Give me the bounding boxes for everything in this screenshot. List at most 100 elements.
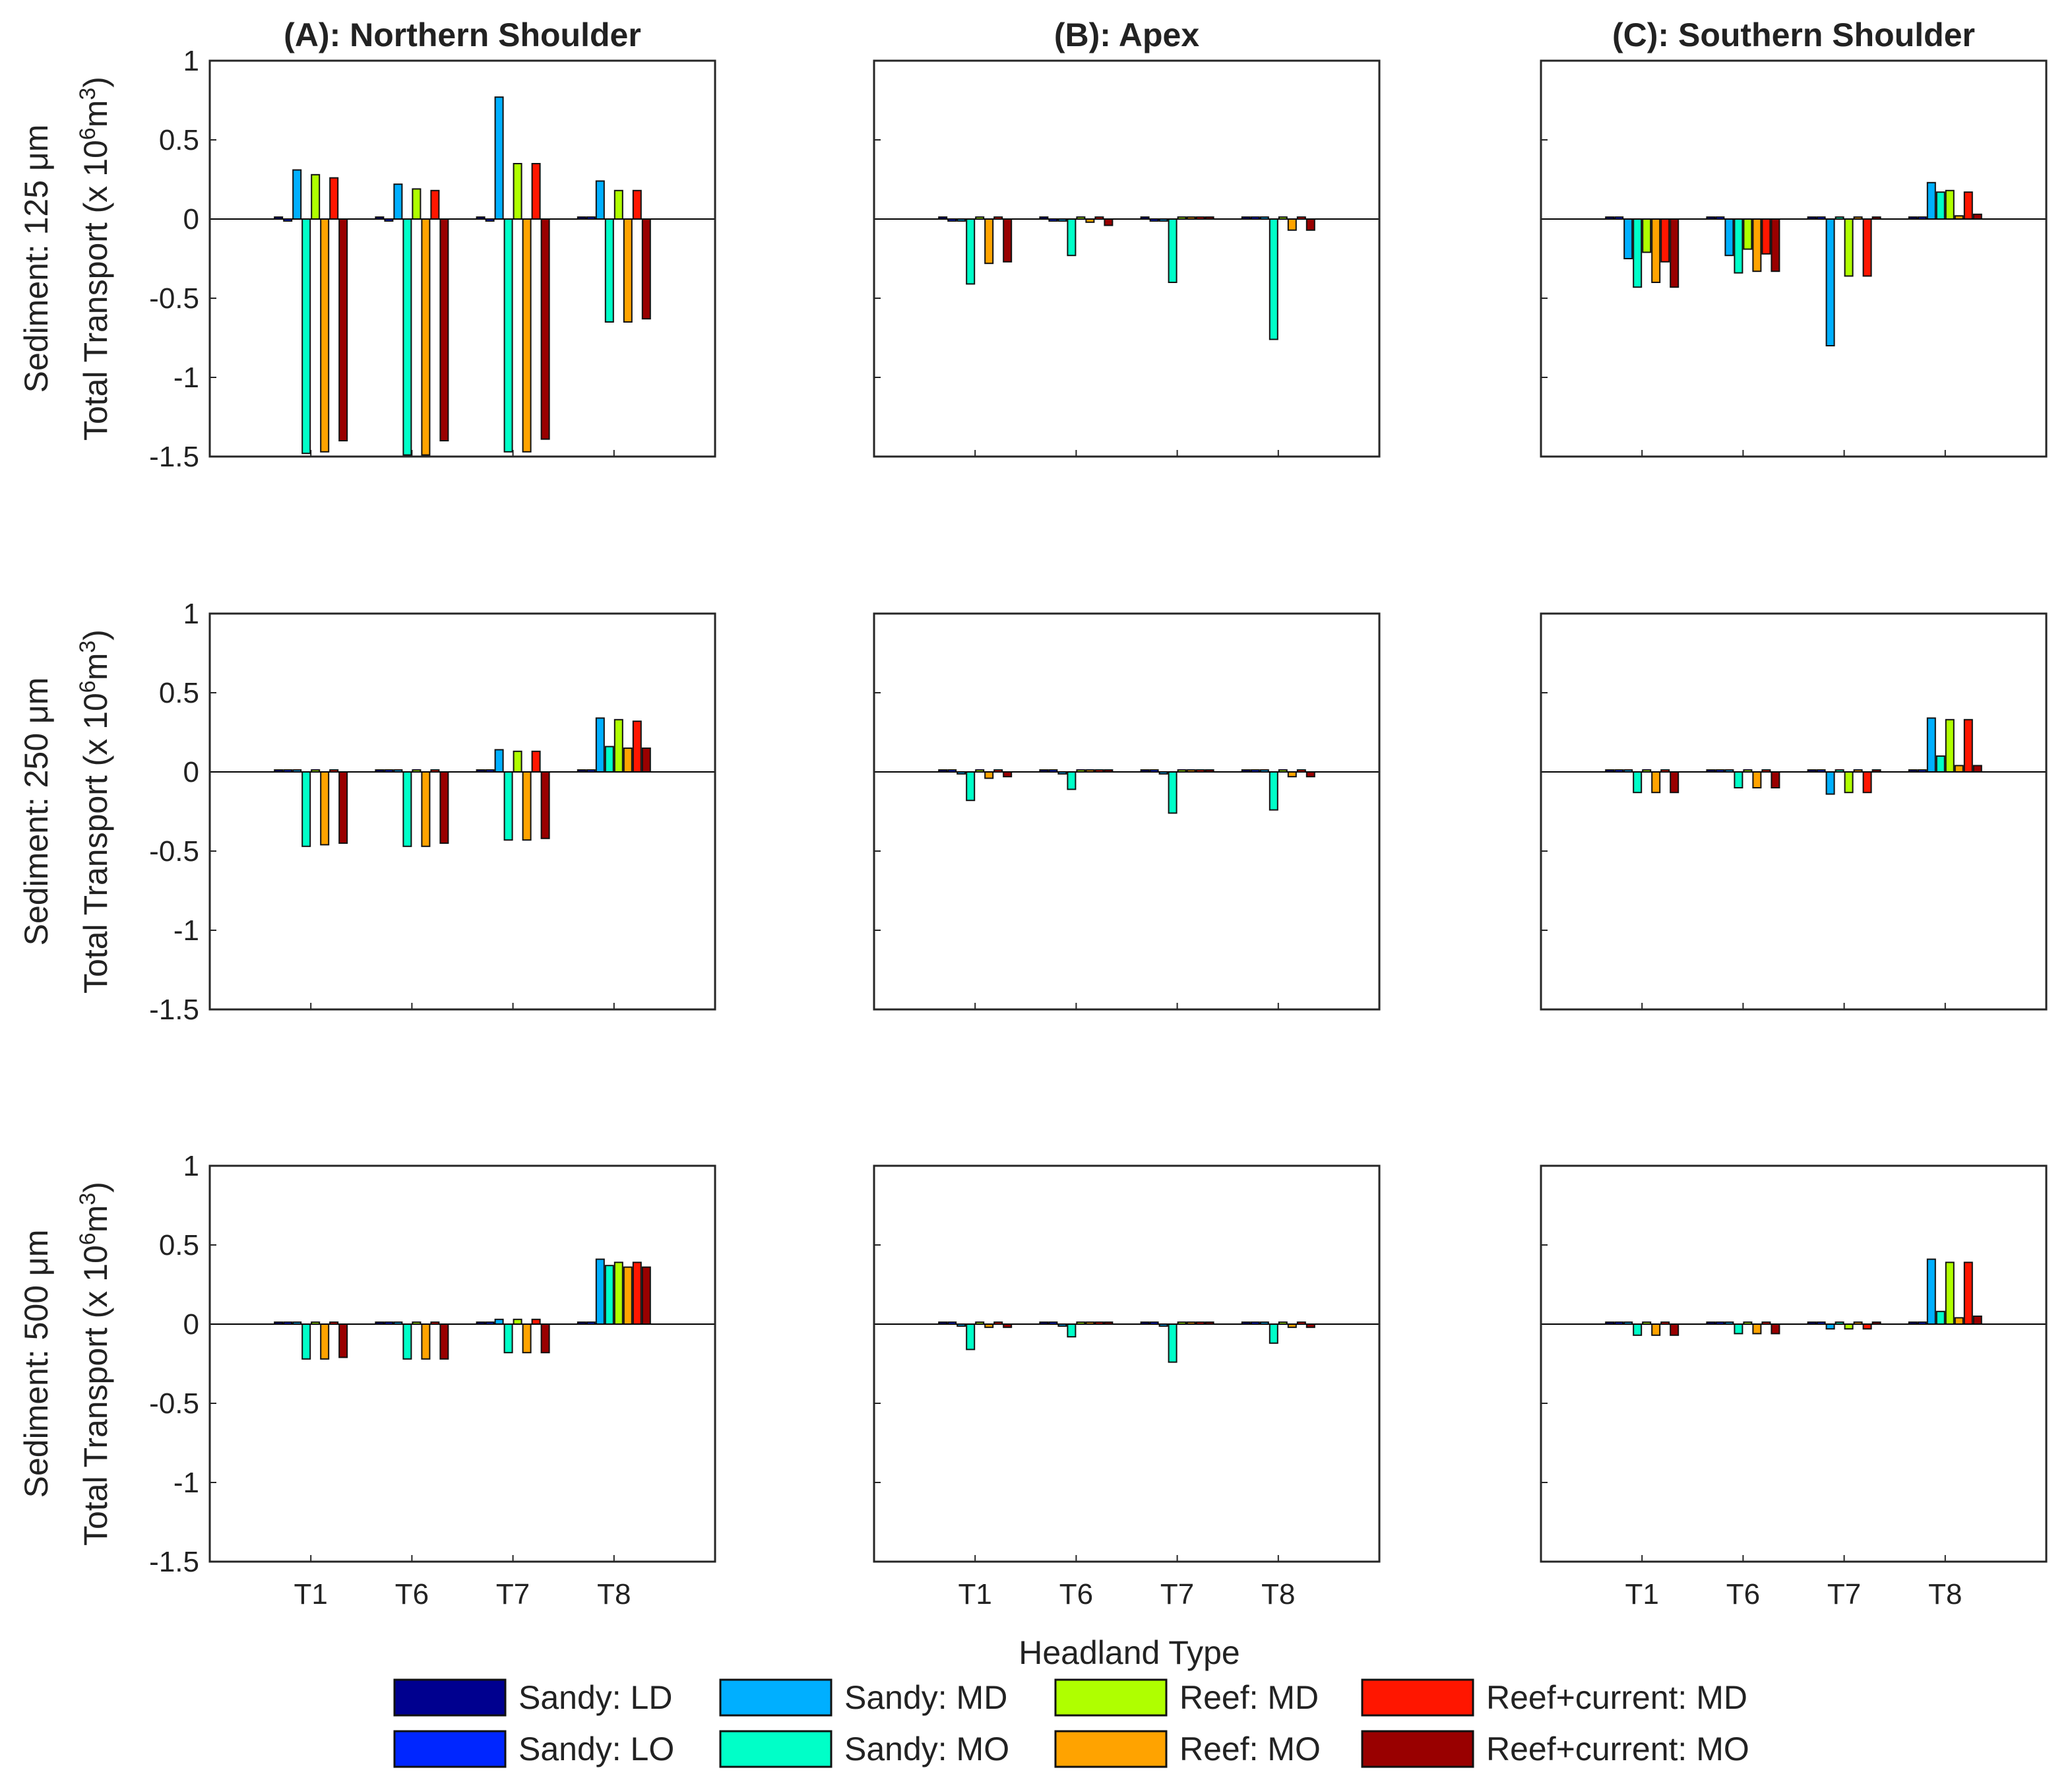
bar-T8-sandy-md bbox=[595, 717, 605, 773]
x-tick-label: T1 bbox=[1625, 1578, 1659, 1610]
legend-swatch bbox=[393, 1730, 507, 1768]
bar-T6-reef-mo bbox=[1752, 1323, 1762, 1335]
y-label-unit: m bbox=[77, 1205, 114, 1233]
bar-T8-sandy-md bbox=[1926, 181, 1936, 220]
bar-T8-sandy-mo bbox=[1269, 771, 1278, 811]
panel-r1-c2 bbox=[1540, 612, 2048, 1011]
bar-T8-sandy-mo bbox=[604, 1265, 614, 1325]
bar-T1-reef-md bbox=[1642, 218, 1652, 253]
bar-T7-reef-md bbox=[1844, 771, 1854, 794]
y-tick-label: 1 bbox=[183, 45, 199, 77]
axes-frame bbox=[873, 1164, 1381, 1563]
bar-T8-sandy-mo bbox=[1269, 1323, 1278, 1344]
y-label-sup: 3 bbox=[75, 88, 100, 100]
x-tick-label: T1 bbox=[294, 1578, 328, 1610]
bar-T6-reef-current-mo bbox=[1771, 771, 1780, 788]
panel-title: (B): Apex bbox=[1054, 16, 1200, 53]
legend-swatch bbox=[393, 1678, 507, 1717]
bar-T1-reef-current-md bbox=[1660, 218, 1670, 263]
panel-r2-c0: 1 0.5 0 -0.5 -1 -1.5 T1 T6 T7 T8 bbox=[149, 1150, 716, 1610]
bar-T7-reef-current-mo bbox=[540, 218, 550, 440]
x-tick-label: T8 bbox=[597, 1578, 631, 1610]
panel-title: (C): Southern Shoulder bbox=[1612, 16, 1975, 53]
legend-label: Sandy: LO bbox=[518, 1731, 674, 1767]
bar-T8-reef-mo bbox=[1287, 218, 1297, 231]
panel-r2-c2: T1 T6 T7 T8 bbox=[1540, 1164, 2048, 1610]
y-label-sup: 3 bbox=[75, 641, 100, 653]
bar-T1-sandy-mo bbox=[301, 771, 311, 847]
legend-label: Sandy: MD bbox=[844, 1679, 1007, 1716]
y-label-sup: 6 bbox=[75, 127, 100, 140]
panel-r0-c0: 1 0.5 0 -0.5 -1 -1.5 bbox=[149, 45, 716, 473]
bar-T6-reef-current-mo bbox=[1771, 1323, 1780, 1335]
axes-frame bbox=[1540, 1164, 2048, 1563]
legend-swatch bbox=[1054, 1678, 1168, 1717]
bar-T7-sandy-mo bbox=[1168, 771, 1177, 814]
bar-T6-reef-current-md bbox=[430, 189, 440, 220]
bar-T8-reef-current-md bbox=[1963, 1261, 1973, 1325]
bar-T7-sandy-mo bbox=[1168, 218, 1177, 283]
bar-T8-reef-md bbox=[1945, 1261, 1955, 1325]
bar-T1-reef-current-mo bbox=[338, 218, 348, 441]
bar-T8-reef-current-mo bbox=[641, 1266, 651, 1325]
bar-T8-reef-md bbox=[1945, 189, 1955, 220]
y-axis-labels: Sediment: 125 μm Total Transport (x 106m3… bbox=[18, 77, 114, 1546]
panel-r1-c1 bbox=[873, 612, 1381, 1011]
bar-T1-sandy-mo bbox=[1633, 1323, 1643, 1336]
bar-T8-sandy-md bbox=[1926, 717, 1936, 773]
y-label-unit: m bbox=[77, 100, 114, 128]
bar-T1-reef-current-mo bbox=[1003, 218, 1013, 263]
bar-T6-sandy-mo bbox=[402, 1323, 412, 1360]
bar-T7-reef-md bbox=[513, 1318, 522, 1325]
bar-T8-sandy-md bbox=[1926, 1258, 1936, 1325]
bar-T6-reef-md bbox=[1743, 218, 1753, 250]
bar-T7-reef-current-mo bbox=[540, 771, 550, 839]
axes-frame bbox=[873, 612, 1381, 1011]
panel-r0-c1 bbox=[873, 59, 1381, 458]
bar-T1-reef-mo bbox=[984, 771, 994, 779]
bar-T8-reef-mo bbox=[623, 748, 633, 773]
bar-T7-reef-md bbox=[1844, 218, 1854, 277]
bar-T8-reef-current-mo bbox=[1972, 1316, 1982, 1325]
legend-swatch bbox=[1361, 1678, 1474, 1717]
y-tick-label: 0.5 bbox=[159, 1229, 199, 1261]
bar-T1-reef-mo bbox=[320, 1323, 330, 1360]
bar-T1-sandy-md bbox=[1623, 218, 1633, 259]
legend-label: Reef+current: MD bbox=[1486, 1679, 1747, 1716]
y-label-end: ) bbox=[77, 1182, 114, 1193]
bar-T8-reef-current-md bbox=[632, 189, 642, 220]
bar-T6-reef-current-mo bbox=[439, 771, 449, 844]
column-titles: (A): Northern Shoulder (B): Apex (C): Sout… bbox=[284, 16, 1975, 53]
x-tick-label: T8 bbox=[1928, 1578, 1962, 1610]
bar-T6-reef-mo bbox=[421, 1323, 431, 1360]
y-label-sediment: Sediment: 500 μm bbox=[18, 1230, 55, 1498]
legend-swatch bbox=[1054, 1730, 1168, 1768]
y-label-transport: Total Transport (x 106m3) bbox=[75, 77, 114, 441]
y-label-sup: 6 bbox=[75, 680, 100, 693]
y-tick-label: 0 bbox=[183, 1308, 199, 1341]
bar-T8-sandy-mo bbox=[1935, 1310, 1945, 1325]
y-tick-label: -1 bbox=[173, 914, 199, 947]
x-tick-label: T6 bbox=[395, 1578, 429, 1610]
y-tick-label: -0.5 bbox=[149, 282, 199, 315]
bar-T8-reef-current-md bbox=[632, 1261, 642, 1325]
bar-T1-reef-current-mo bbox=[338, 1323, 348, 1358]
axes-frame bbox=[208, 1164, 716, 1563]
x-tick-label: T7 bbox=[496, 1578, 530, 1610]
panel-r2-c1: T1 T6 T7 T8 bbox=[873, 1164, 1381, 1610]
y-tick-label: -1.5 bbox=[149, 441, 199, 473]
bar-T6-reef-current-md bbox=[1761, 218, 1771, 255]
bar-T8-reef-md bbox=[613, 189, 623, 220]
bar-T6-sandy-mo bbox=[1734, 218, 1743, 274]
legend-item: Reef: MO bbox=[1054, 1730, 1321, 1768]
bar-T7-reef-current-mo bbox=[540, 1323, 550, 1354]
bar-T7-reef-current-md bbox=[531, 163, 541, 220]
y-label-text: Total Transport (x 10 bbox=[77, 693, 114, 994]
bar-T6-sandy-mo bbox=[1067, 218, 1077, 257]
bar-T7-sandy-mo bbox=[1168, 1323, 1177, 1363]
bar-T7-reef-current-md bbox=[531, 1318, 541, 1325]
legend-label: Reef: MO bbox=[1179, 1731, 1321, 1767]
bar-T6-reef-mo bbox=[421, 218, 431, 456]
bar-T7-sandy-mo bbox=[503, 218, 513, 453]
legend-label: Reef: MD bbox=[1179, 1679, 1319, 1716]
